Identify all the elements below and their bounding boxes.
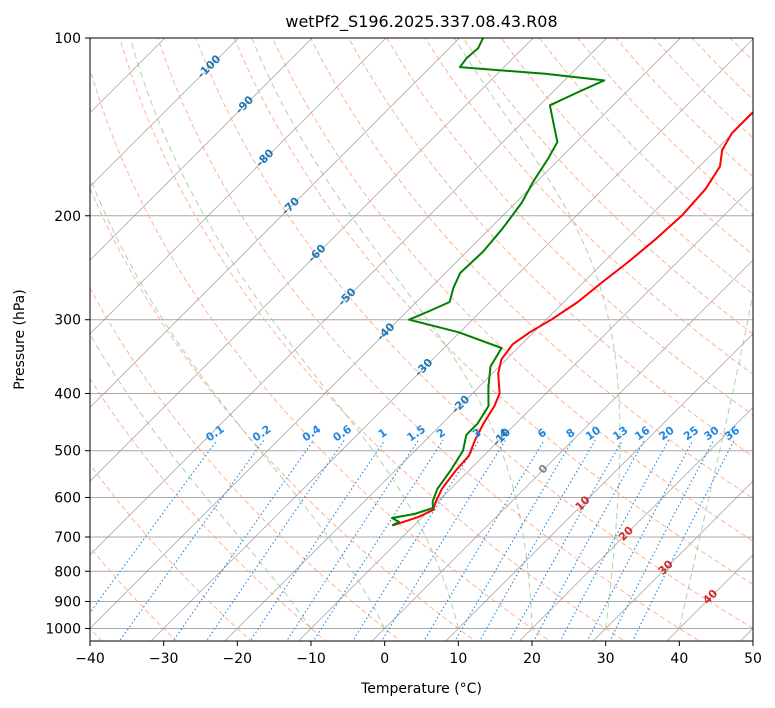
x-tick-label: −40	[75, 651, 105, 667]
temperature-profile	[392, 111, 753, 527]
dry-adiabat	[90, 286, 402, 641]
isotherm-line	[90, 38, 534, 482]
x-tick-label: 40	[670, 651, 688, 667]
y-tick-label: 800	[54, 564, 81, 580]
isotherm-line	[90, 38, 682, 630]
isotherm-line	[371, 259, 753, 641]
mixing-ratio-line	[454, 440, 574, 641]
dry-adiabat	[119, 38, 626, 641]
dry-adiabat	[90, 67, 551, 641]
x-axis-label: Temperature (°C)	[360, 681, 482, 697]
mixing-ratio-line	[508, 440, 623, 641]
moist-adiabat	[453, 38, 621, 629]
x-tick-label: 0	[380, 651, 389, 667]
axis-layer: −40 −30 −20 −10 0 10 20 30 40 50 1000 900 800 700 600 5…	[45, 31, 762, 667]
y-tick-label: 500	[54, 444, 81, 460]
mixing-ratio-line	[559, 440, 670, 641]
chart-title: wetPf2_S196.2025.337.08.43.R08	[285, 12, 557, 32]
y-tick-label: 100	[54, 31, 81, 47]
mixing-ratio-line	[380, 440, 506, 641]
mixing-ratio-line	[118, 439, 265, 641]
y-tick-label: 400	[54, 387, 81, 403]
grid-layer	[90, 38, 775, 653]
mixing-ratio-line	[632, 440, 735, 641]
plot-frame	[89, 37, 754, 642]
y-tick-label: 600	[54, 490, 81, 506]
x-tick-label: 10	[449, 651, 467, 667]
y-tick-label: 300	[54, 313, 81, 329]
y-tick-label: 200	[54, 209, 81, 225]
dry-adiabat	[90, 186, 476, 641]
isotherm-line	[90, 38, 387, 335]
isotherm-line	[297, 185, 753, 641]
dry-adiabat	[157, 38, 701, 641]
y-axis-label: Pressure (hPa)	[12, 289, 28, 389]
mixing-ratio-line	[423, 440, 545, 641]
dewpoint-profile	[391, 38, 606, 527]
isotherm-line	[592, 480, 753, 641]
mixing-ratio-line	[609, 440, 714, 641]
dry-adiabat	[90, 546, 178, 641]
moist-adiabat	[90, 176, 386, 629]
dry-adiabat	[768, 38, 775, 653]
dry-adiabat	[195, 38, 753, 630]
mixing-ratio-line	[90, 439, 218, 614]
x-tick-label: 30	[597, 651, 615, 667]
dry-adiabat	[233, 38, 753, 585]
isotherm-line	[90, 38, 461, 409]
dry-adiabat	[310, 38, 753, 499]
mixing-ratio-line	[533, 440, 645, 641]
mixing-ratio-line	[586, 440, 694, 641]
data-layer	[391, 38, 753, 527]
mixing-ratio-line	[286, 439, 419, 641]
mixing-ratio-line	[312, 439, 444, 641]
mixing-ratio-line	[479, 440, 596, 641]
dry-adiabat	[90, 378, 327, 641]
moist-adiabat	[251, 38, 533, 629]
y-tick-label: 700	[54, 530, 81, 546]
isotherm-line	[90, 38, 313, 261]
x-tick-label: −10	[296, 651, 326, 667]
moist-adiabat	[678, 290, 753, 629]
mixing-ratio-line	[205, 439, 345, 641]
isotherm-line	[90, 38, 240, 188]
isotherm-line	[445, 333, 753, 641]
x-tick-label: 50	[744, 651, 762, 667]
x-tick-label: −20	[223, 651, 253, 667]
moist-adiabat	[90, 333, 312, 629]
y-tick-label: 1000	[45, 621, 81, 637]
moist-adiabat	[129, 38, 459, 629]
dry-adiabat	[386, 38, 753, 416]
y-tick-label: 900	[54, 594, 81, 610]
x-tick-label: 20	[523, 651, 541, 667]
isotherm-line	[90, 38, 608, 556]
x-tick-label: −30	[149, 651, 179, 667]
dry-adiabat	[424, 38, 753, 375]
plot-background	[90, 38, 753, 641]
